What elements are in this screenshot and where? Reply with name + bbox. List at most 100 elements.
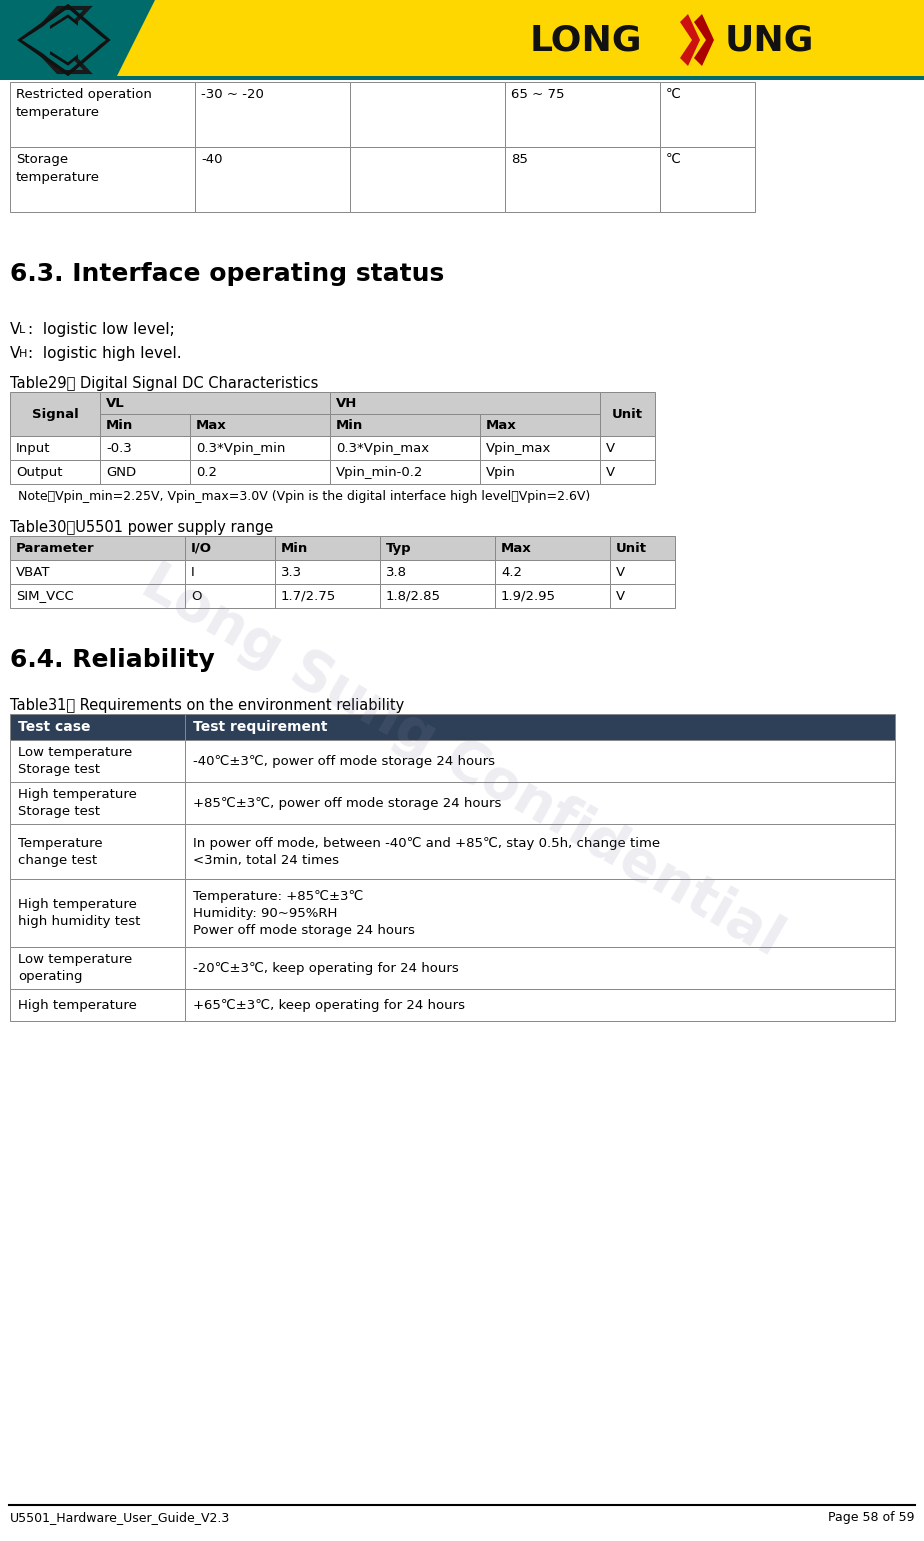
Text: Vpin_min-0.2: Vpin_min-0.2 — [336, 465, 423, 479]
Bar — [10, 989, 185, 1022]
Bar — [380, 536, 495, 559]
Text: Parameter: Parameter — [16, 541, 94, 555]
Text: V: V — [616, 566, 626, 578]
Bar — [185, 824, 895, 878]
Bar — [10, 824, 185, 878]
Text: :  logistic high level.: : logistic high level. — [28, 347, 182, 361]
Text: 4.2: 4.2 — [501, 566, 522, 578]
Bar — [350, 146, 505, 213]
Polygon shape — [30, 15, 98, 65]
Text: 0.3*Vpin_max: 0.3*Vpin_max — [336, 442, 429, 455]
Bar — [190, 461, 330, 484]
Text: :  logistic low level;: : logistic low level; — [28, 322, 175, 337]
Bar — [275, 559, 380, 584]
Bar — [185, 584, 275, 609]
Bar — [495, 559, 610, 584]
Text: -0.3: -0.3 — [106, 442, 132, 455]
Text: Max: Max — [486, 419, 517, 431]
Bar — [190, 436, 330, 461]
Text: 3.8: 3.8 — [386, 566, 407, 578]
Bar — [600, 461, 655, 484]
Polygon shape — [0, 0, 155, 80]
Bar — [100, 391, 330, 415]
Text: V: V — [10, 322, 20, 337]
Bar — [505, 82, 660, 146]
Polygon shape — [22, 22, 50, 59]
Text: Min: Min — [106, 419, 133, 431]
Bar — [380, 584, 495, 609]
Bar — [185, 948, 895, 989]
Text: Temperature
change test: Temperature change test — [18, 837, 103, 866]
Text: ℃: ℃ — [666, 153, 681, 166]
Text: High temperature
Storage test: High temperature Storage test — [18, 787, 137, 818]
Bar — [185, 781, 895, 824]
Bar — [10, 391, 100, 436]
Text: 3.3: 3.3 — [281, 566, 302, 578]
Bar — [610, 536, 675, 559]
Bar — [480, 415, 600, 436]
Bar — [10, 781, 185, 824]
Bar — [10, 82, 195, 146]
Bar — [275, 536, 380, 559]
Bar — [195, 146, 350, 213]
Bar — [10, 584, 185, 609]
Text: In power off mode, between -40℃ and +85℃, stay 0.5h, change time
<3min, total 24: In power off mode, between -40℃ and +85℃… — [193, 837, 660, 866]
Text: Page 58 of 59: Page 58 of 59 — [828, 1512, 914, 1524]
Text: High temperature
high humidity test: High temperature high humidity test — [18, 898, 140, 928]
Text: High temperature: High temperature — [18, 999, 137, 1011]
Bar — [610, 584, 675, 609]
Bar — [0, 76, 924, 80]
Bar — [330, 391, 600, 415]
Text: +65℃±3℃, keep operating for 24 hours: +65℃±3℃, keep operating for 24 hours — [193, 999, 465, 1011]
Bar — [185, 713, 895, 740]
Polygon shape — [78, 22, 106, 59]
Bar — [330, 436, 480, 461]
Text: Input: Input — [16, 442, 51, 455]
Text: Long Sung Confidential: Long Sung Confidential — [132, 555, 792, 968]
Bar — [10, 713, 185, 740]
Bar — [185, 536, 275, 559]
Text: VH: VH — [336, 396, 358, 410]
Bar — [495, 536, 610, 559]
Text: Min: Min — [281, 541, 309, 555]
Text: I: I — [191, 566, 195, 578]
Bar — [380, 559, 495, 584]
Bar — [10, 461, 100, 484]
Bar — [600, 391, 655, 436]
Text: Test requirement: Test requirement — [193, 720, 327, 734]
Text: Table29： Digital Signal DC Characteristics: Table29： Digital Signal DC Characteristi… — [10, 376, 319, 391]
Bar — [480, 461, 600, 484]
Text: -20℃±3℃, keep operating for 24 hours: -20℃±3℃, keep operating for 24 hours — [193, 962, 458, 974]
Text: Unit: Unit — [612, 407, 643, 421]
Bar — [195, 82, 350, 146]
Text: V: V — [616, 590, 626, 603]
Text: Min: Min — [336, 419, 363, 431]
Text: I/O: I/O — [191, 541, 212, 555]
Text: 0.2: 0.2 — [196, 465, 217, 479]
Text: -40℃±3℃, power off mode storage 24 hours: -40℃±3℃, power off mode storage 24 hours — [193, 755, 495, 767]
Text: VBAT: VBAT — [16, 566, 51, 578]
Text: SIM_VCC: SIM_VCC — [16, 590, 74, 603]
Text: Signal: Signal — [31, 407, 79, 421]
Text: V: V — [606, 465, 615, 479]
Polygon shape — [680, 14, 700, 66]
Bar — [10, 559, 185, 584]
Bar — [275, 584, 380, 609]
Bar — [330, 415, 480, 436]
Text: Unit: Unit — [616, 541, 647, 555]
Text: Vpin_max: Vpin_max — [486, 442, 552, 455]
Text: Table30：U5501 power supply range: Table30：U5501 power supply range — [10, 519, 274, 535]
Text: V: V — [10, 347, 20, 361]
Bar — [600, 436, 655, 461]
Text: UNG: UNG — [725, 23, 814, 57]
Bar — [185, 878, 895, 948]
Text: H: H — [19, 348, 28, 359]
Bar — [10, 878, 185, 948]
Text: 6.3. Interface operating status: 6.3. Interface operating status — [10, 262, 444, 287]
Bar — [100, 436, 190, 461]
Text: 1.8/2.85: 1.8/2.85 — [386, 590, 441, 603]
Bar — [185, 740, 895, 781]
Bar — [100, 415, 190, 436]
Text: Storage
temperature: Storage temperature — [16, 153, 100, 183]
Bar — [10, 536, 185, 559]
